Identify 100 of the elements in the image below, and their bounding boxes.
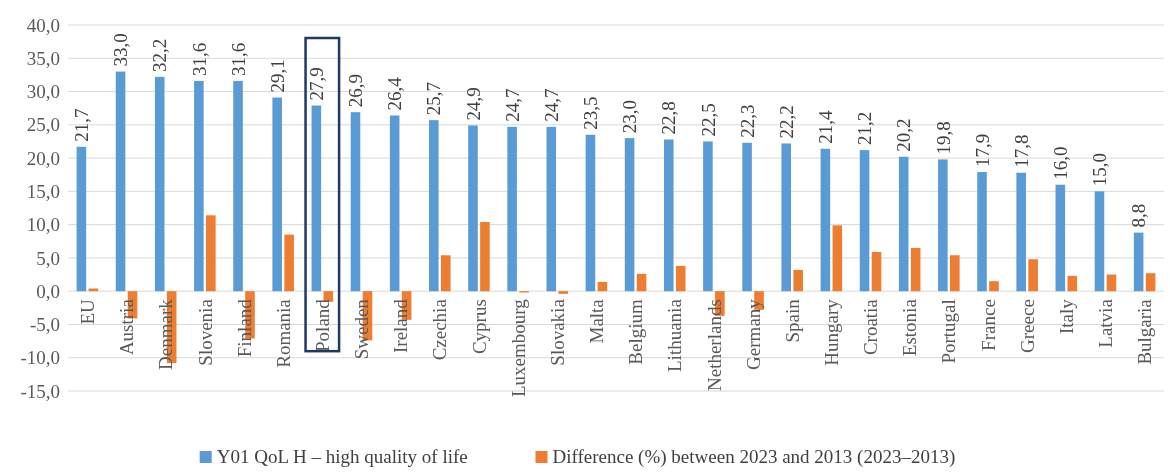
bar [636, 273, 647, 292]
data-label: 22,2 [775, 105, 797, 139]
data-label: 26,9 [345, 73, 367, 108]
y-tick-label: 10,0 [26, 214, 60, 236]
data-label: 23,5 [580, 96, 602, 130]
x-tick-label: Netherlands [703, 299, 725, 391]
data-label: 29,1 [266, 59, 288, 93]
data-label: 32,2 [149, 38, 171, 72]
bar [468, 125, 478, 292]
x-tick-label: Spain [781, 298, 803, 343]
data-label: 27,9 [305, 67, 327, 101]
bar [350, 112, 361, 292]
bar [311, 105, 322, 292]
y-tick-label: -15,0 [20, 380, 60, 402]
bar [820, 148, 831, 292]
x-tick-label: Malta [586, 298, 608, 344]
bar [154, 76, 165, 292]
bar [507, 126, 517, 292]
data-label: 25,7 [423, 81, 445, 116]
bar [1055, 184, 1066, 292]
x-tick-label: EU [77, 298, 99, 325]
bar [194, 80, 204, 292]
bar [597, 281, 608, 292]
bar [703, 141, 713, 292]
x-tick-label: Hungary [821, 298, 843, 366]
bar [781, 143, 792, 292]
bar [663, 139, 674, 292]
x-tick-label: Germany [742, 298, 764, 370]
x-tick-label: Slovenia [194, 298, 216, 366]
bar [585, 134, 596, 292]
bar [793, 269, 803, 292]
bar [480, 221, 490, 292]
x-tick-label: Finland [233, 298, 255, 358]
y-tick-label: 25,0 [26, 114, 60, 136]
x-tick-label: Cyprus [468, 299, 490, 355]
bar [871, 251, 882, 292]
x-tick-label: Sweden [351, 298, 373, 360]
bar [832, 225, 843, 292]
data-label: 17,8 [1010, 134, 1032, 168]
bar [1094, 191, 1105, 292]
data-label: 17,9 [971, 133, 993, 168]
legend-label: Difference (%) between 2023 and 2013 (2023–2013) [552, 446, 956, 468]
data-label: 31,6 [227, 42, 249, 76]
data-label: 21,2 [854, 111, 876, 146]
x-tick-label: Belgium [625, 298, 647, 365]
y-tick-label: 40,0 [26, 14, 60, 36]
x-tick-label: Portugal [938, 299, 960, 364]
data-label: 26,4 [384, 76, 406, 111]
y-tick-label: 5,0 [36, 247, 60, 269]
data-label: 20,2 [893, 118, 915, 152]
data-label: 19,8 [932, 121, 954, 155]
bar [1067, 275, 1078, 292]
bar [76, 146, 87, 292]
y-tick-label: 35,0 [26, 47, 60, 69]
bar [859, 150, 870, 292]
data-label: 8,8 [1128, 203, 1150, 228]
x-tick-label: Romania [272, 298, 294, 368]
x-tick-label: Luxembourg [507, 298, 529, 397]
bar [389, 115, 400, 292]
x-tick-label: Ireland [390, 298, 412, 353]
x-tick-label: Italy [1055, 298, 1077, 335]
data-label: 24,7 [501, 88, 523, 122]
bar [624, 138, 635, 292]
bar [558, 291, 569, 294]
x-tick-label: Czechia [429, 298, 451, 361]
bar [284, 234, 294, 292]
x-tick-label: France [977, 299, 999, 351]
bar [206, 215, 216, 292]
y-tick-label: -10,0 [20, 347, 60, 369]
data-label: 22,5 [697, 103, 719, 137]
bar [742, 142, 752, 292]
data-label: 22,8 [658, 101, 680, 135]
x-tick-label: Latvia [1095, 298, 1117, 348]
bar [675, 265, 686, 292]
bar [950, 255, 960, 292]
x-tick-label: Austria [116, 298, 138, 356]
data-label: 31,6 [188, 42, 210, 76]
bar [1028, 259, 1038, 292]
x-tick-label: Slovakia [546, 298, 568, 366]
bar [1106, 274, 1117, 292]
bar [1133, 232, 1144, 292]
legend-label: Y01 QoL H – high quality of life [216, 446, 468, 467]
bar [429, 120, 439, 292]
bar [115, 71, 126, 292]
data-label: 22,3 [736, 104, 758, 138]
y-tick-label: 30,0 [26, 81, 60, 103]
bar [1145, 273, 1156, 292]
bar [977, 172, 987, 292]
data-label: 21,4 [815, 110, 837, 144]
bar [440, 255, 451, 292]
x-tick-label: Poland [311, 298, 333, 352]
x-tick-label: Estonia [899, 298, 921, 357]
x-tick-label: Croatia [860, 298, 882, 356]
y-tick-label: 20,0 [26, 147, 60, 169]
bar [898, 156, 909, 292]
bar [989, 281, 999, 292]
y-tick-label: 15,0 [26, 181, 60, 203]
data-label: 16,0 [1049, 146, 1071, 180]
bar [1016, 172, 1026, 292]
data-label: 24,7 [540, 88, 562, 122]
